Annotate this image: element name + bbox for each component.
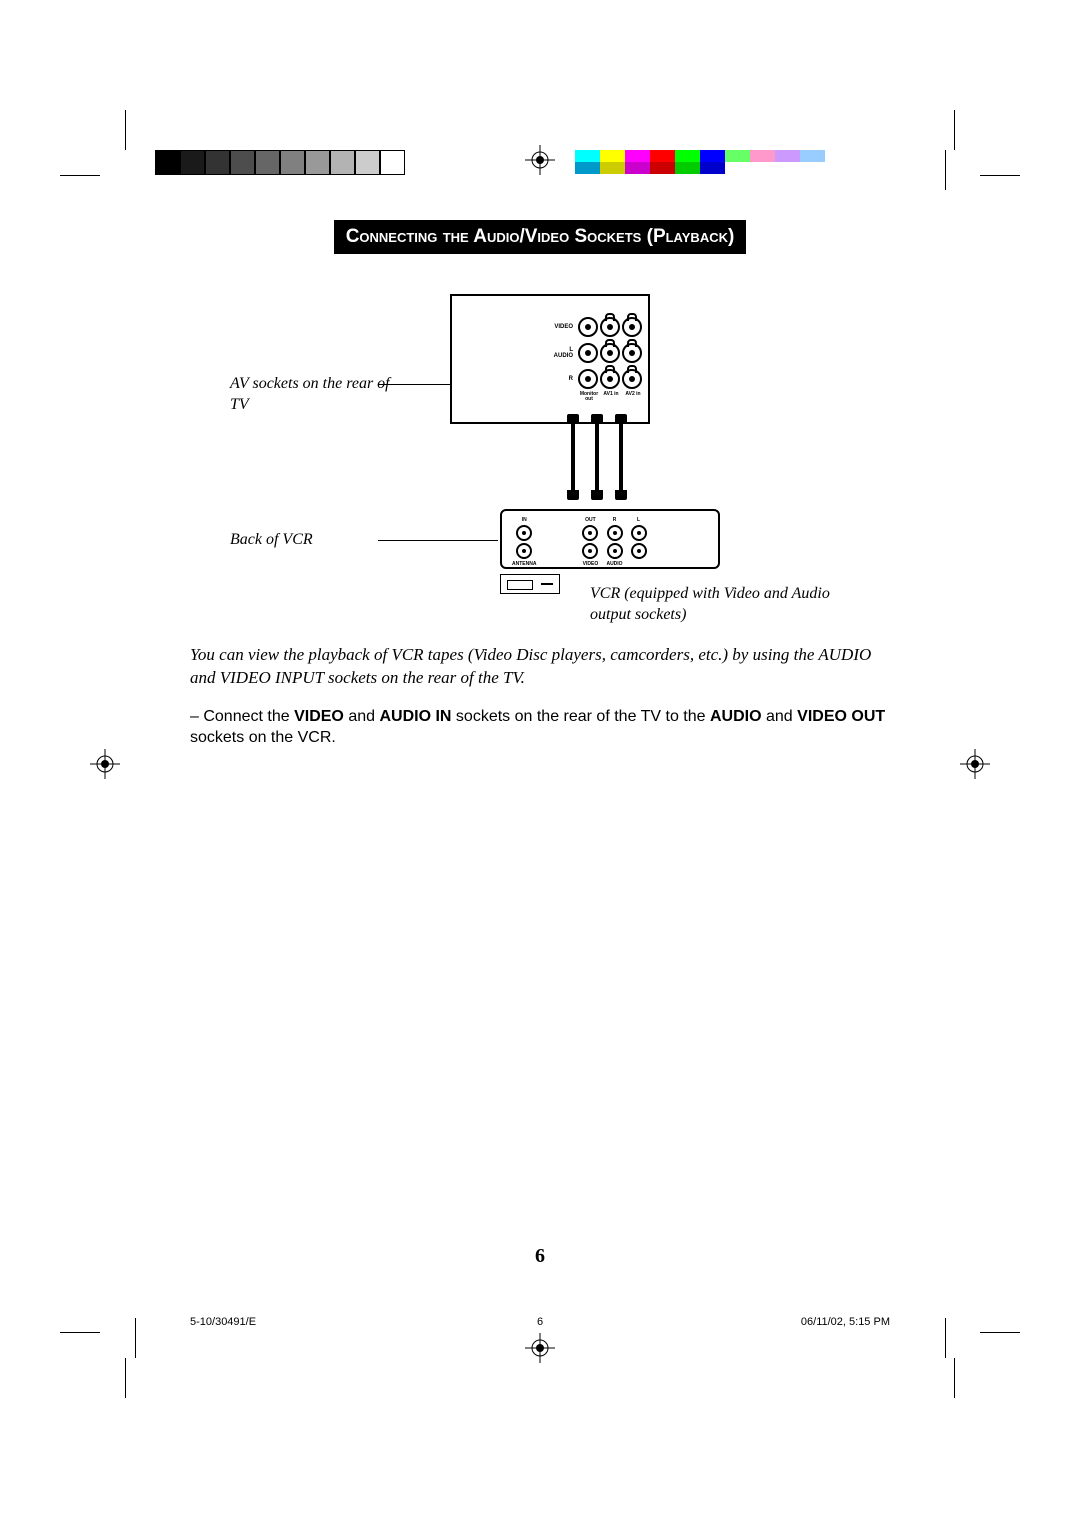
socket-icon — [600, 317, 620, 337]
grayscale-bar — [155, 150, 405, 175]
tv-rear-panel: VIDEO LAUDIO R Mo — [450, 294, 650, 424]
connection-diagram: AV sockets on the rear of TV VIDEO LAUDI… — [330, 284, 750, 624]
registration-mark-icon — [960, 749, 990, 779]
socket-icon — [622, 343, 642, 363]
vcr-label: ANTENNA — [512, 561, 536, 567]
page-content: Connecting the Audio/Video Sockets (Play… — [190, 220, 890, 1268]
socket-icon — [516, 543, 532, 559]
footer-doc-id: 5-10/30491/E — [190, 1316, 256, 1328]
body-text: You can view the playback of VCR tapes (… — [190, 644, 890, 749]
footer: 5-10/30491/E 6 06/11/02, 5:15 PM — [190, 1316, 890, 1328]
col-label: AV1 in — [601, 392, 621, 402]
socket-icon — [631, 525, 647, 541]
socket-icon — [607, 543, 623, 559]
vcr-label: IN — [522, 517, 527, 523]
vcr-label: OUT — [585, 517, 596, 523]
caption-vcr: Back of VCR — [230, 530, 390, 551]
label-audio-r: R — [546, 376, 576, 382]
frame-line — [945, 1318, 946, 1358]
socket-icon — [578, 369, 598, 389]
socket-icon — [631, 543, 647, 559]
socket-icon — [600, 369, 620, 389]
socket-icon — [578, 343, 598, 363]
vcr-label: AUDIO — [606, 561, 622, 567]
socket-icon — [582, 525, 598, 541]
registration-mark-icon — [525, 1333, 555, 1363]
label-video: VIDEO — [546, 324, 576, 330]
leader-line — [378, 540, 498, 541]
intro-text: You can view the playback of VCR tapes (… — [190, 644, 890, 690]
frame-line — [135, 1318, 136, 1358]
registration-mark-icon — [90, 749, 120, 779]
frame-line — [945, 150, 946, 190]
color-bar — [575, 150, 825, 175]
socket-icon — [622, 369, 642, 389]
registration-mark-icon — [525, 145, 555, 175]
socket-icon — [582, 543, 598, 559]
caption-vcr-note: VCR (equipped with Video and Audio outpu… — [590, 584, 850, 626]
socket-icon — [516, 525, 532, 541]
leader-line — [378, 384, 450, 385]
socket-icon — [600, 343, 620, 363]
col-label: Monitor out — [579, 392, 599, 402]
col-label: AV2 in — [623, 392, 643, 402]
instruction-text: – Connect the VIDEO and AUDIO IN sockets… — [190, 706, 890, 749]
cable-icon — [595, 422, 599, 492]
vcr-label: R — [613, 517, 617, 523]
socket-icon — [578, 317, 598, 337]
vcr-label: L — [637, 517, 640, 523]
footer-timestamp: 06/11/02, 5:15 PM — [801, 1316, 890, 1328]
footer-page: 6 — [537, 1316, 543, 1328]
label-audio-l: LAUDIO — [546, 347, 576, 359]
cable-icon — [571, 422, 575, 492]
socket-icon — [607, 525, 623, 541]
caption-tv: AV sockets on the rear of TV — [230, 374, 390, 416]
cables — [569, 422, 639, 517]
vcr-label: VIDEO — [583, 561, 599, 567]
socket-icon — [622, 317, 642, 337]
section-title: Connecting the Audio/Video Sockets (Play… — [334, 220, 747, 254]
page-number: 6 — [190, 1245, 890, 1268]
vcr-device-icon — [500, 574, 560, 594]
vcr-rear-panel: IN ANTENNA OUT VIDEO R AUDIO — [500, 509, 720, 569]
cable-icon — [619, 422, 623, 492]
